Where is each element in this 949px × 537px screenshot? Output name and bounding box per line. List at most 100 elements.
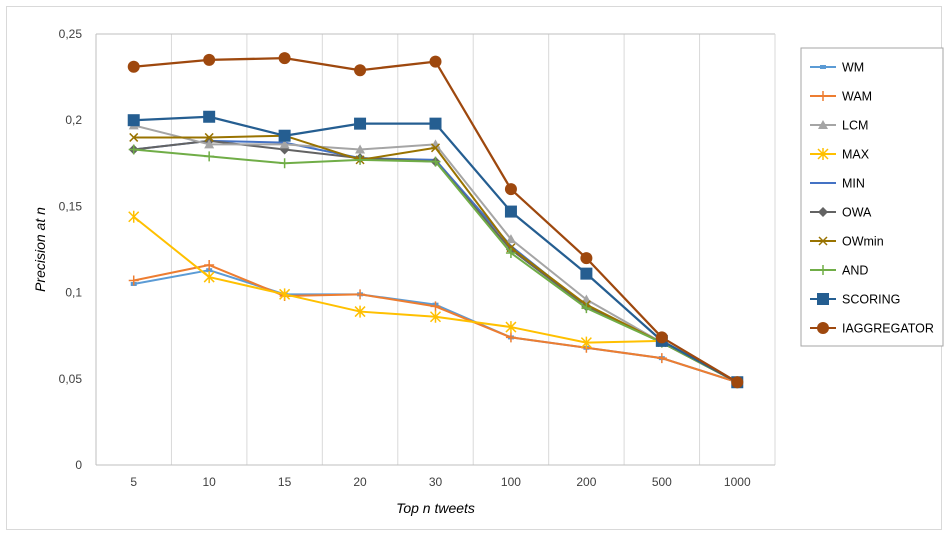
data-point-and bbox=[430, 156, 441, 167]
data-point-wam bbox=[656, 353, 667, 364]
y-axis-title: Precision at n bbox=[32, 207, 48, 292]
data-point-iaggregator bbox=[354, 64, 367, 77]
data-point-iaggregator bbox=[580, 252, 593, 265]
y-tick-label: 0,05 bbox=[59, 372, 83, 386]
chart-frame bbox=[6, 6, 942, 530]
legend-item-min: MIN bbox=[810, 177, 865, 191]
data-point-scoring bbox=[203, 110, 216, 123]
series-line-and bbox=[133, 148, 738, 384]
legend-marker-lcm bbox=[818, 120, 828, 129]
legend-item-iaggregator: IAGGREGATOR bbox=[810, 322, 934, 336]
data-point-and bbox=[279, 158, 290, 169]
data-point-wam bbox=[204, 260, 215, 271]
series-owa bbox=[128, 135, 743, 388]
data-point-lcm bbox=[355, 144, 366, 154]
legend-item-wam: WAM bbox=[810, 90, 872, 104]
x-tick-label: 20 bbox=[353, 475, 367, 489]
legend-item-and: AND bbox=[810, 264, 868, 278]
data-point-iaggregator bbox=[127, 60, 140, 73]
data-point-lcm bbox=[204, 139, 215, 149]
data-point-lcm bbox=[279, 139, 290, 149]
legend-item-scoring: SCORING bbox=[810, 293, 900, 307]
axis-layer: 0 0,05 0,1 0,15 0,2 0,25 5 10 15 20 30 100 200 500 100… bbox=[59, 27, 776, 489]
data-point-lcm bbox=[505, 234, 516, 244]
grid-layer bbox=[95, 34, 776, 465]
data-point-and bbox=[355, 154, 366, 165]
data-point-and bbox=[204, 151, 215, 162]
legend-marker-iaggregator bbox=[817, 322, 829, 334]
data-point-iaggregator bbox=[655, 331, 668, 344]
legend-label-lcm: LCM bbox=[842, 119, 868, 133]
x-tick-label: 15 bbox=[278, 475, 292, 489]
x-tick-label: 30 bbox=[429, 475, 443, 489]
legend-item-max: MAX bbox=[810, 148, 870, 162]
series-line-wam bbox=[133, 264, 738, 384]
series-scoring bbox=[127, 110, 744, 389]
legend: WM WAM LCM MAX MIN OWA OWmin AND SCORING IAGGREGA… bbox=[800, 47, 944, 347]
legend-marker-owa bbox=[818, 207, 828, 217]
series-min bbox=[133, 139, 738, 384]
legend-item-owa: OWA bbox=[810, 206, 872, 220]
data-point-max bbox=[203, 271, 215, 284]
label-layer: Top n tweets Precision at n bbox=[32, 207, 475, 516]
y-tick-label: 0,2 bbox=[65, 113, 82, 127]
legend-item-wm: WM bbox=[810, 61, 864, 75]
y-tick-label: 0 bbox=[75, 458, 82, 472]
data-point-iaggregator bbox=[504, 183, 517, 196]
data-point-scoring bbox=[127, 114, 140, 127]
data-point-max bbox=[505, 321, 517, 334]
series-iaggregator bbox=[127, 52, 744, 389]
data-point-iaggregator bbox=[278, 52, 291, 65]
legend-label-scoring: SCORING bbox=[842, 293, 900, 307]
data-point-scoring bbox=[504, 205, 517, 218]
data-point-max bbox=[580, 336, 592, 349]
legend-item-lcm: LCM bbox=[810, 119, 868, 133]
series-wm bbox=[130, 268, 741, 385]
data-point-owmin bbox=[430, 143, 441, 153]
data-point-max bbox=[354, 305, 366, 318]
series-line-owa bbox=[133, 139, 738, 384]
x-axis-title: Top n tweets bbox=[396, 500, 475, 516]
series-max bbox=[128, 210, 743, 389]
legend-label-max: MAX bbox=[842, 148, 870, 162]
legend-marker-wam bbox=[818, 91, 828, 101]
data-point-wam bbox=[430, 301, 441, 312]
legend-label-iaggregator: IAGGREGATOR bbox=[842, 322, 934, 336]
data-point-and bbox=[581, 303, 592, 314]
data-point-max bbox=[279, 288, 291, 301]
legend-label-owmin: OWmin bbox=[842, 235, 884, 249]
legend-marker-max bbox=[817, 148, 829, 160]
series-line-max bbox=[133, 215, 738, 384]
data-point-owmin bbox=[204, 132, 214, 142]
legend-marker-owmin bbox=[818, 236, 828, 246]
y-tick-label: 0,1 bbox=[65, 286, 82, 300]
data-point-wam bbox=[355, 289, 366, 300]
series-and bbox=[128, 144, 743, 388]
data-point-wam bbox=[505, 332, 516, 343]
y-tick-label: 0,25 bbox=[59, 27, 83, 41]
series-layer bbox=[127, 52, 744, 389]
x-tick-label: 1000 bbox=[724, 475, 751, 489]
data-point-iaggregator bbox=[429, 55, 442, 68]
data-point-scoring bbox=[580, 267, 593, 280]
data-point-wam bbox=[128, 275, 139, 286]
legend-marker-scoring bbox=[817, 293, 829, 305]
series-line-owmin bbox=[133, 134, 738, 384]
legend-item-owmin: OWmin bbox=[810, 235, 884, 249]
data-point-scoring bbox=[429, 117, 442, 130]
legend-label-owa: OWA bbox=[842, 206, 872, 220]
x-tick-label: 10 bbox=[202, 475, 216, 489]
x-tick-label: 100 bbox=[501, 475, 521, 489]
x-tick-label: 200 bbox=[576, 475, 596, 489]
x-tick-label: 500 bbox=[652, 475, 672, 489]
data-point-iaggregator bbox=[731, 376, 744, 389]
data-point-iaggregator bbox=[203, 53, 216, 66]
series-owmin bbox=[129, 131, 742, 387]
legend-marker-wm bbox=[820, 65, 826, 69]
data-point-max bbox=[128, 210, 140, 223]
data-point-owmin bbox=[129, 132, 139, 142]
data-point-scoring bbox=[278, 129, 291, 142]
data-point-wm bbox=[206, 268, 213, 273]
data-point-max bbox=[429, 310, 442, 323]
